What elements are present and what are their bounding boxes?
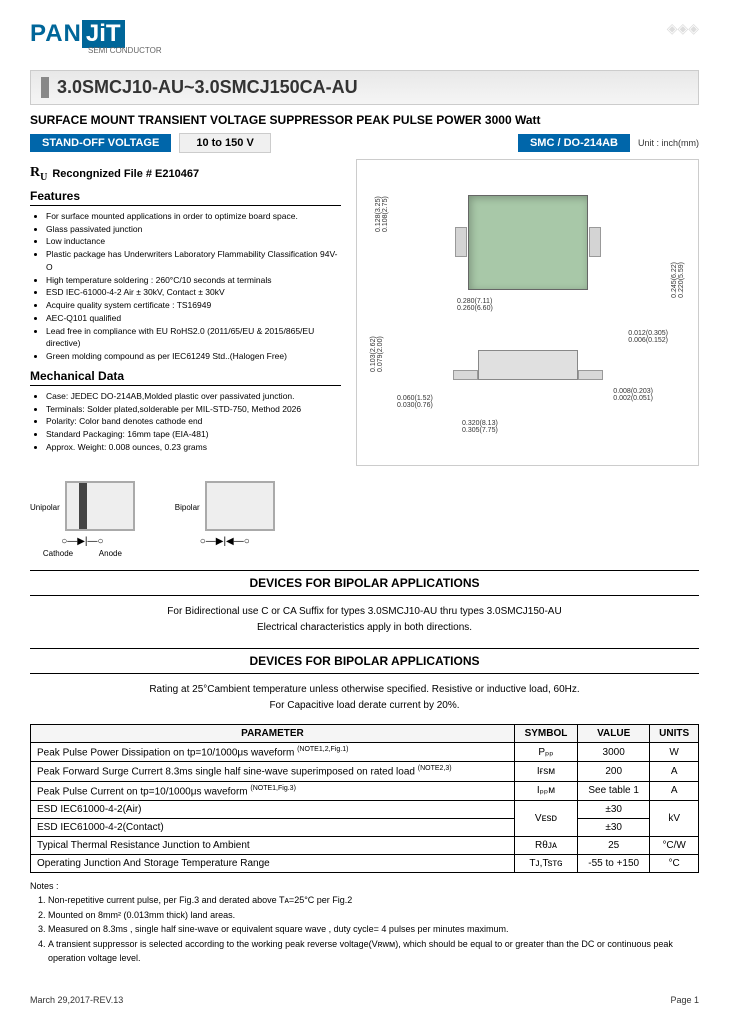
unipolar-icon [65,481,135,531]
feature-item: Plastic package has Underwriters Laborat… [46,248,341,274]
package-label: SMC / DO-214AB [518,134,630,152]
dim: 0.012(0.305)0.006(0.152) [628,330,668,344]
rating-text: Rating at 25°Cambient temperature unless… [30,682,699,714]
unipolar-label: Unipolar [30,503,60,512]
dim: 0.280(7.11)0.260(6.60) [457,298,493,312]
cathode-label: Cathode [43,549,73,558]
feature-item: Lead free in compliance with EU RoHS2.0 … [46,325,341,351]
note-item: A transient suppressor is selected accor… [48,937,699,966]
logo-subtitle: SEMI CONDUCTOR [88,46,162,55]
notes-list: Non-repetitive current pulse, per Fig.3 … [30,893,699,965]
logo-jit: JiT [82,20,125,48]
info-row: STAND-OFF VOLTAGE 10 to 150 V SMC / DO-2… [30,133,699,153]
unit-label: Unit : inch(mm) [638,138,699,148]
logo-pan: PAN [30,20,82,48]
feature-item: ESD IEC-61000-4-2 Air ± 30kV, Contact ± … [46,286,341,299]
package-diagram: 0.128(3.25)0.108(2.75) 0.245(6.22)0.220(… [372,170,683,450]
notes-title: Notes : [30,879,699,893]
anode-label: Anode [99,549,122,558]
table-row: Peak Pulse Current on tp=10/1000μs wavef… [31,781,699,800]
table-row: Peak Pulse Power Dissipation on tp=10/10… [31,743,699,762]
note-item: Measured on 8.3ms , single half sine-wav… [48,922,699,936]
mech-item: Approx. Weight: 0.008 ounces, 0.23 grams [46,441,341,454]
diode-symbol: ○—▶|—○ [30,536,135,547]
footer-date: March 29,2017-REV.13 [30,995,123,1005]
logo-area: PAN JiT SEMI CONDUCTOR ◈◈◈ [30,20,699,55]
bipolar-line2: Electrical characteristics apply in both… [30,620,699,636]
table-header: UNITS [650,725,699,743]
rating-section-heading: DEVICES FOR BIPOLAR APPLICATIONS [30,648,699,674]
table-row: ESD IEC61000-4-2(Contact)±30 [31,818,699,836]
left-column: RU Recongnized File # E210467 Features F… [30,159,341,466]
subtitle: SURFACE MOUNT TRANSIENT VOLTAGE SUPPRESS… [30,113,699,127]
feature-item: Acquire quality system certificate : TS1… [46,299,341,312]
mech-heading: Mechanical Data [30,369,341,386]
footer: March 29,2017-REV.13 Page 1 [30,995,699,1005]
dim: 0.008(0.203)0.002(0.051) [613,388,653,402]
table-row: Operating Junction And Storage Temperatu… [31,854,699,872]
bipolar-section-heading: DEVICES FOR BIPOLAR APPLICATIONS [30,570,699,596]
table-row: ESD IEC61000-4-2(Air)Vᴇsᴅ±30kV [31,800,699,818]
features-heading: Features [30,189,341,206]
table-header: VALUE [578,725,650,743]
dim: 0.245(6.22)0.220(5.59) [671,262,685,298]
ul-mark-icon: RU [30,165,47,183]
bidiode-symbol: ○—▶|◀—○ [175,536,275,547]
table-row: Typical Thermal Resistance Junction to A… [31,836,699,854]
feature-item: Green molding compound as per IEC61249 S… [46,350,341,363]
feature-item: AEC-Q101 qualified [46,312,341,325]
feature-item: Low inductance [46,235,341,248]
mech-item: Standard Packaging: 16mm tape (EIA-481) [46,428,341,441]
mech-item: Polarity: Color band denotes cathode end [46,415,341,428]
recognized-label: Recongnized File # E210467 [52,168,199,180]
note-item: Non-repetitive current pulse, per Fig.3 … [48,893,699,907]
notes-section: Notes : Non-repetitive current pulse, pe… [30,879,699,965]
watermark-icon: ◈◈◈ [667,20,699,37]
package-diagram-panel: 0.128(3.25)0.108(2.75) 0.245(6.22)0.220(… [356,159,699,466]
title-bar: 3.0SMCJ10-AU~3.0SMCJ150CA-AU [30,70,699,105]
bipolar-icon [205,481,275,531]
rating-line1: Rating at 25°Cambient temperature unless… [30,682,699,698]
table-row: Peak Forward Surge Currert 8.3ms single … [31,762,699,781]
table-header: PARAMETER [31,725,515,743]
mech-item: Case: JEDEC DO-214AB,Molded plastic over… [46,390,341,403]
logo: PAN JiT [30,20,162,48]
bipolar-text: For Bidirectional use C or CA Suffix for… [30,604,699,636]
bipolar-label: Bipolar [175,503,200,512]
standoff-label: STAND-OFF VOLTAGE [30,134,171,152]
dim: 0.128(3.25)0.108(2.75) [375,196,389,232]
recognized-file: RU Recongnized File # E210467 [30,165,341,183]
mech-item: Terminals: Solder plated,solderable per … [46,403,341,416]
feature-item: Glass passivated junction [46,223,341,236]
polarity-diagrams: Unipolar ○—▶|—○ Cathode Anode Bipolar ○—… [30,481,699,558]
rating-line2: For Capacitive load derate current by 20… [30,698,699,714]
dim: 0.060(1.52)0.030(0.76) [397,395,433,409]
features-list: For surface mounted applications in orde… [30,210,341,363]
dim: 0.320(8.13)0.305(7.75) [462,420,498,434]
dim: 0.103(2.62)0.079(2.00) [370,336,384,372]
parameters-table: PARAMETERSYMBOLVALUEUNITS Peak Pulse Pow… [30,724,699,873]
bipolar-line1: For Bidirectional use C or CA Suffix for… [30,604,699,620]
footer-page: Page 1 [670,995,699,1005]
standoff-value: 10 to 150 V [179,133,270,153]
note-item: Mounted on 8mm² (0.013mm thick) land are… [48,908,699,922]
table-header: SYMBOL [514,725,577,743]
part-number-title: 3.0SMCJ10-AU~3.0SMCJ150CA-AU [41,77,688,98]
mech-list: Case: JEDEC DO-214AB,Molded plastic over… [30,390,341,454]
feature-item: High temperature soldering : 260°C/10 se… [46,274,341,287]
feature-item: For surface mounted applications in orde… [46,210,341,223]
